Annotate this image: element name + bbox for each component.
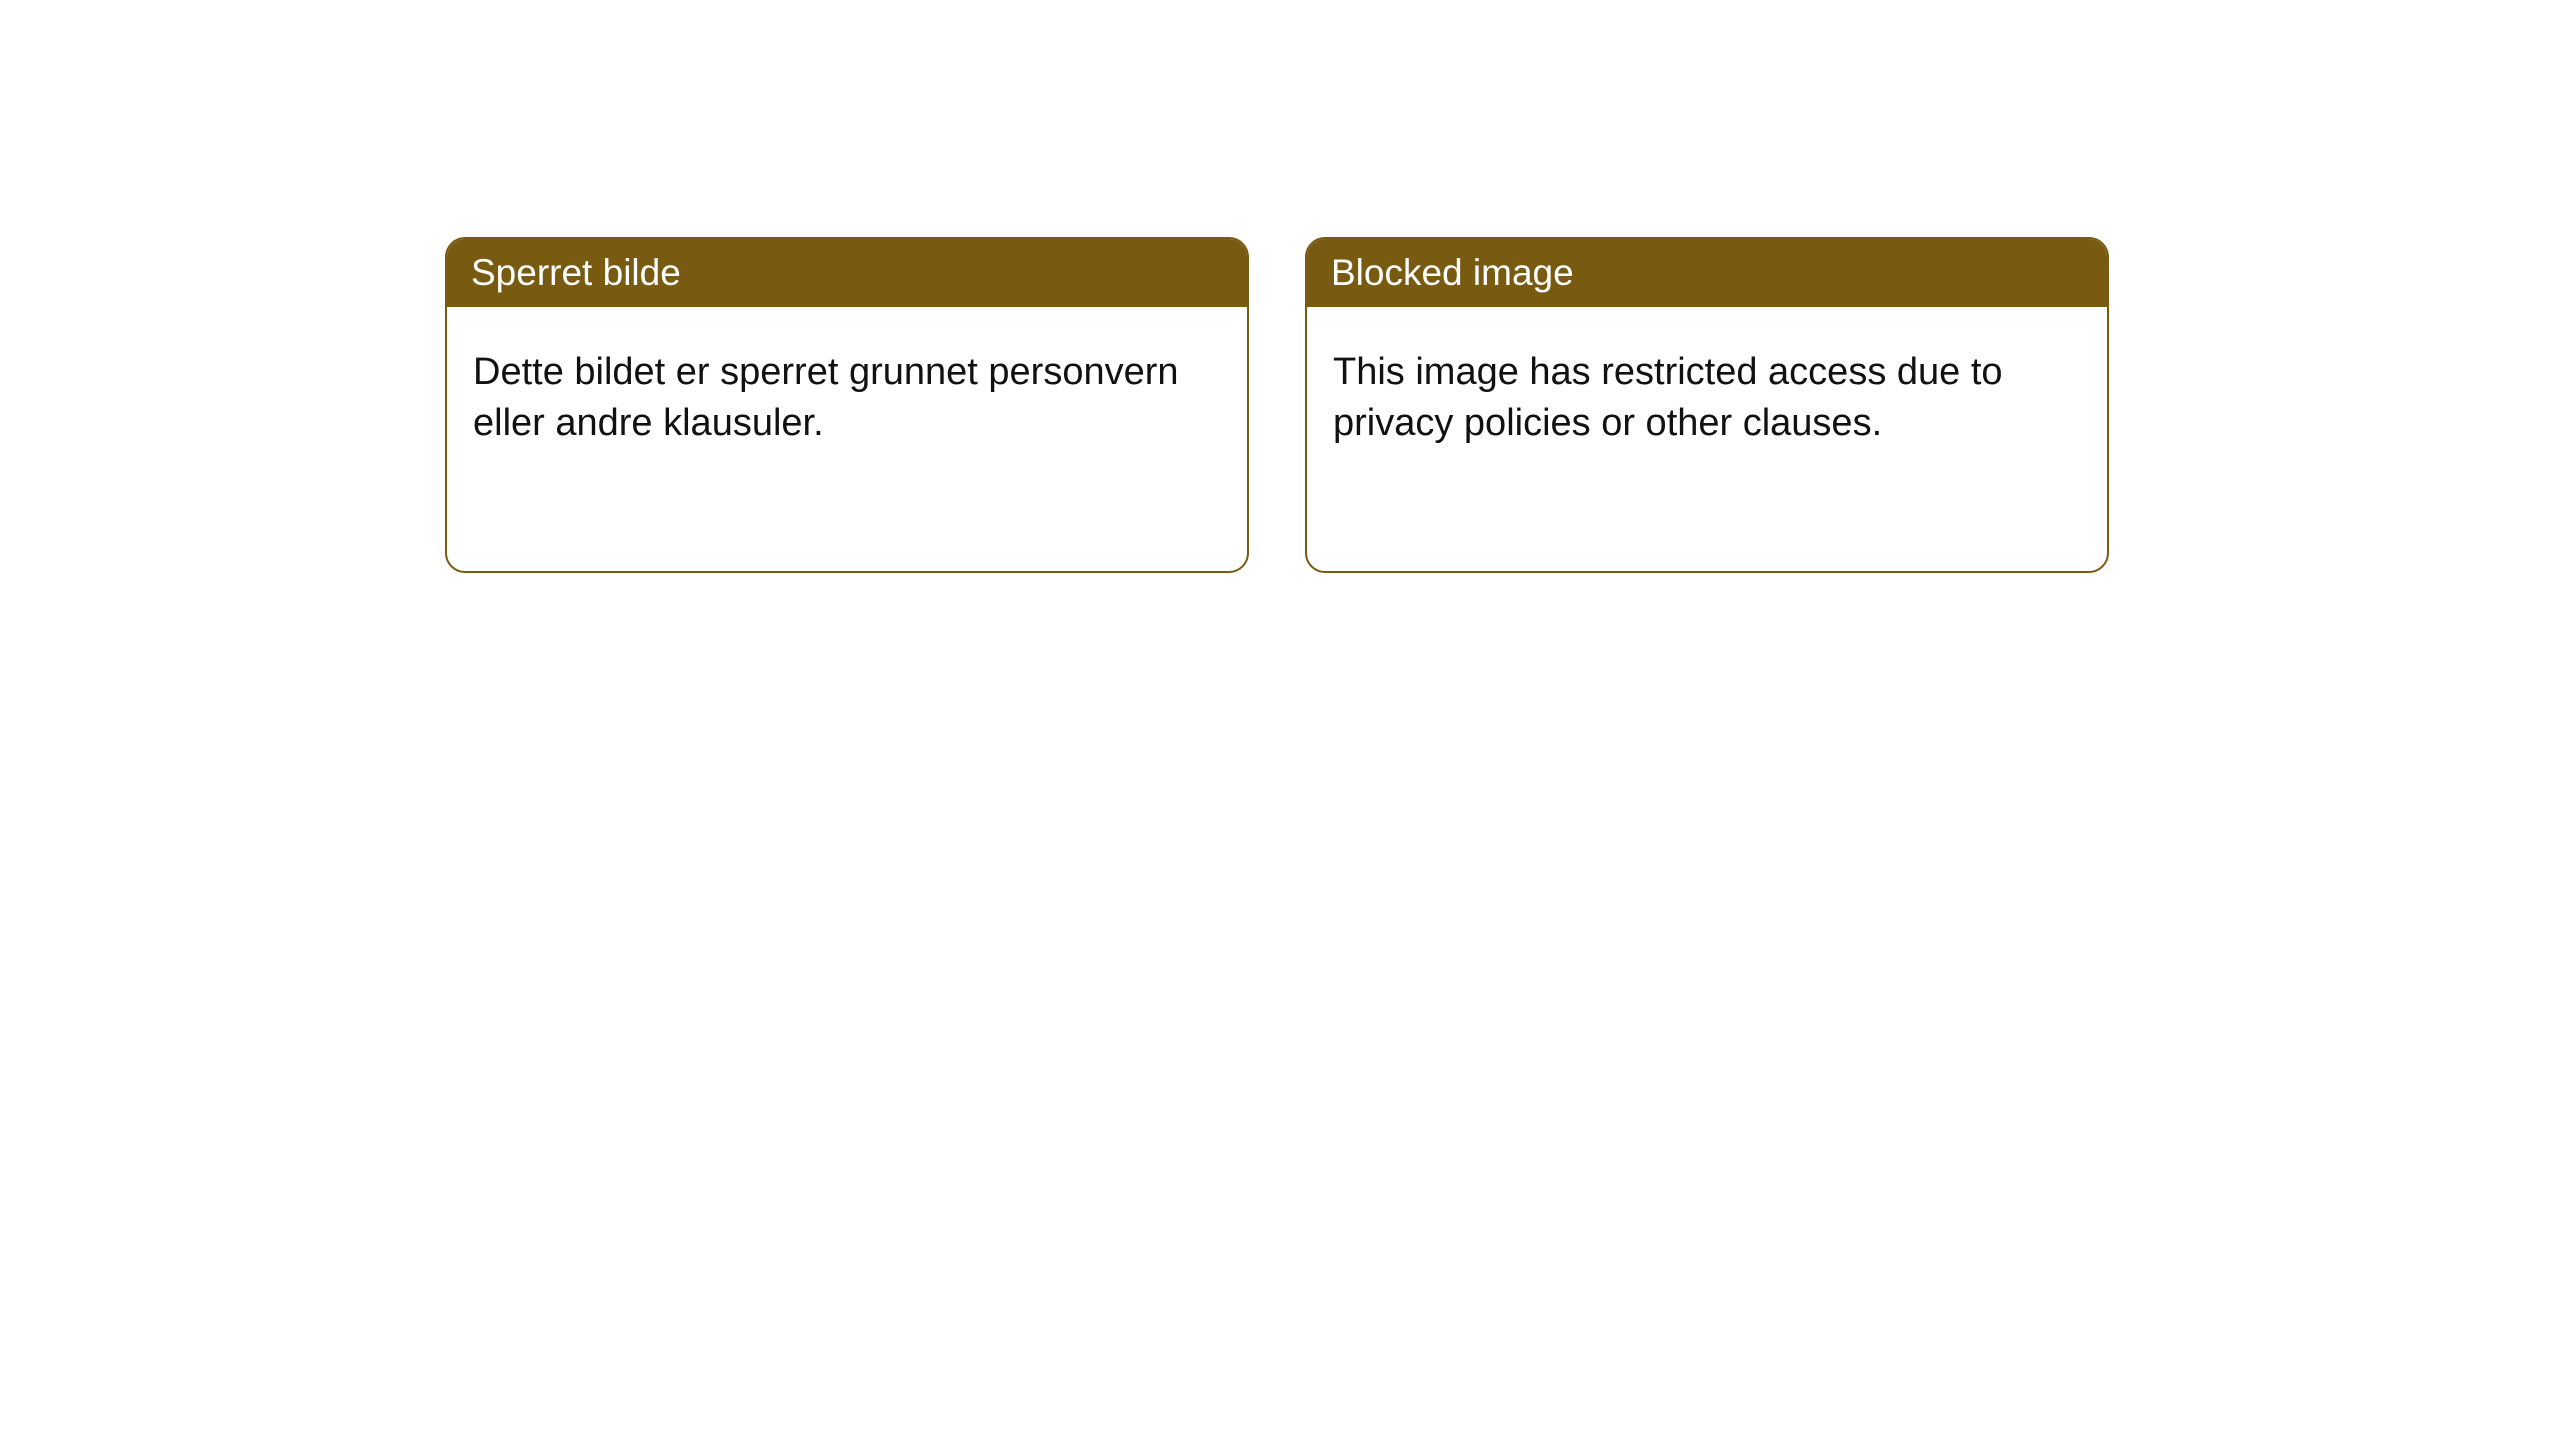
card-text-norwegian: Dette bildet er sperret grunnet personve… bbox=[473, 351, 1179, 444]
card-title-english: Blocked image bbox=[1331, 252, 1574, 293]
card-header-english: Blocked image bbox=[1307, 239, 2107, 307]
blocked-image-card-norwegian: Sperret bilde Dette bildet er sperret gr… bbox=[445, 237, 1249, 573]
card-header-norwegian: Sperret bilde bbox=[447, 239, 1247, 307]
card-body-norwegian: Dette bildet er sperret grunnet personve… bbox=[447, 307, 1247, 490]
card-title-norwegian: Sperret bilde bbox=[471, 252, 681, 293]
card-text-english: This image has restricted access due to … bbox=[1333, 351, 2003, 444]
blocked-image-card-english: Blocked image This image has restricted … bbox=[1305, 237, 2109, 573]
card-body-english: This image has restricted access due to … bbox=[1307, 307, 2107, 490]
notice-container: Sperret bilde Dette bildet er sperret gr… bbox=[0, 0, 2560, 573]
